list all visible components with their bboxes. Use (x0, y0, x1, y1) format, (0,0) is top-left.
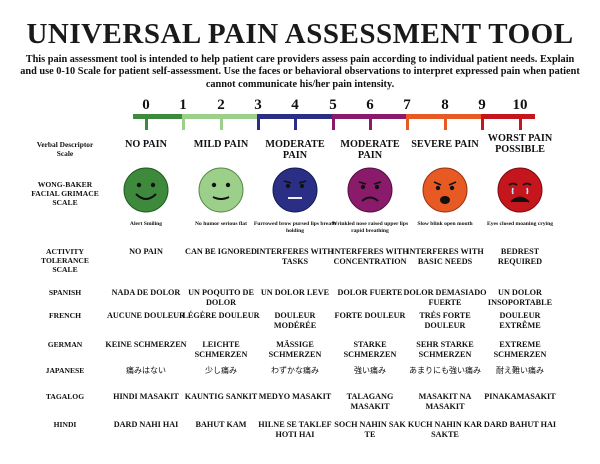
activity-cell: INTERFERES WITH TASKS (256, 247, 334, 266)
scale-tick (294, 114, 297, 130)
activity-cell: BEDREST REQUIRED (497, 247, 543, 266)
scale-number: 7 (403, 97, 411, 113)
furrowed-brow-face-icon (272, 167, 318, 213)
row-label-spanish: SPANISH (48, 288, 82, 297)
scale-tick (519, 114, 522, 130)
activity-cell: INTERFERES WITH BASIC NEEDS (406, 247, 484, 266)
activity-cell: CAN BE IGNORED (185, 247, 257, 256)
spanish-cell: UN DOLOR LEVE (260, 288, 330, 297)
face-description: No humor serious flat (195, 221, 247, 227)
row-label-french: FRENCH (48, 311, 82, 320)
row-label-japanese: JAPANESE (45, 366, 85, 375)
pain-scale-numbers: 0 1 2 3 4 5 6 7 8 9 10 (0, 97, 600, 113)
french-cell: TRÉS FORTE DOULEUR (419, 311, 471, 330)
row-label-activity: ACTIVITY TOLERANCE SCALE (41, 247, 89, 275)
japanese-cell: 耐え難い痛み (496, 366, 544, 375)
tagalog-cell: MASAKIT NA MASAKIT (418, 392, 472, 411)
japanese-cell: 痛みはない (126, 366, 166, 375)
tagalog-cell: MEDYO MASAKIT (258, 392, 332, 401)
scale-number: 3 (254, 97, 262, 113)
scale-number: 2 (217, 97, 225, 113)
hindi-cell: BAHUT KAM (195, 420, 247, 429)
scale-tick (220, 114, 223, 130)
verbal-descriptor: MODERATE PAIN (340, 139, 400, 161)
face-description: Eyes closed moaning crying (486, 221, 554, 227)
french-cell: DOULEUR MODÉRÉE (273, 311, 317, 330)
tagalog-cell: TALAGANG MASAKIT (346, 392, 394, 411)
scale-number: 5 (329, 97, 337, 113)
face-description: Furrowed brow pursed lips breath holding (253, 221, 337, 234)
french-cell: LÉGÈRE DOULEUR (182, 311, 260, 320)
activity-cell: NO PAIN (129, 247, 163, 256)
smiling-face-icon (123, 167, 169, 213)
wrinkled-nose-face-icon (347, 167, 393, 213)
intro-text: This pain assessment tool is intended to… (20, 54, 580, 90)
verbal-descriptor: NO PAIN (125, 139, 167, 150)
spanish-cell: DOLOR FUERTE (337, 288, 403, 297)
face-description: Alert Smiling (129, 221, 163, 227)
scale-tick (444, 114, 447, 130)
scale-tick (332, 114, 335, 130)
scale-number: 1 (179, 97, 187, 113)
verbal-descriptor: MILD PAIN (193, 139, 249, 150)
tagalog-cell: KAUNTIG SANKIT (184, 392, 258, 401)
slow-blink-face-icon (422, 167, 468, 213)
scale-number: 0 (142, 97, 150, 113)
row-label-german: GERMAN (47, 340, 83, 349)
pain-scale-bar (0, 114, 600, 134)
hindi-cell: HILNE SE TAKLEF HOTI HAI (258, 420, 332, 439)
hindi-cell: KUCH NAHIN KAR SAKTE (407, 420, 483, 439)
row-label-hindi: HINDI (53, 420, 77, 429)
scale-tick (182, 114, 185, 130)
japanese-cell: わずかな痛み (271, 366, 319, 375)
page-title: UNIVERSAL PAIN ASSESSMENT TOOL (26, 18, 574, 50)
row-label-tagalog: TAGALOG (45, 392, 85, 401)
scale-number: 6 (366, 97, 374, 113)
french-cell: AUCUNE DOULEUR (106, 311, 185, 320)
german-cell: LEICHTE SCHMERZEN (194, 340, 248, 359)
hindi-cell: SOCH NAHIN SAK TE (334, 420, 406, 439)
scale-number: 8 (441, 97, 449, 113)
row-label-faces: WONG-BAKER FACIAL GRIMACE SCALE (31, 180, 99, 208)
face-description: Wrinkled nose raised upper lips rapid br… (331, 221, 409, 234)
scale-number: 10 (512, 97, 528, 113)
japanese-cell: 強い痛み (354, 366, 386, 375)
scale-number: 9 (478, 97, 486, 113)
japanese-cell: 少し痛み (205, 366, 237, 375)
activity-cell: INTERFERES WITH CONCENTRATION (331, 247, 409, 266)
scale-tick (481, 114, 484, 130)
japanese-cell: あまりにも強い痛み (409, 366, 481, 375)
german-cell: EXTREME SCHMERZEN (493, 340, 547, 359)
french-cell: DOULEUR EXTRÊME (499, 311, 541, 330)
german-cell: KEINE SCHMERZEN (105, 340, 187, 349)
scale-tick (406, 114, 409, 130)
french-cell: FORTE DOULEUR (334, 311, 406, 320)
face-description: Slow blink open mouth (417, 221, 473, 227)
german-cell: MÄSSIGE SCHMERZEN (268, 340, 322, 359)
verbal-descriptor: MODERATE PAIN (265, 139, 325, 161)
hindi-cell: DARD NAHI HAI (113, 420, 179, 429)
scale-tick (145, 114, 148, 130)
spanish-cell: NADA DE DOLOR (111, 288, 181, 297)
verbal-descriptor: WORST PAIN POSSIBLE (487, 133, 553, 155)
german-cell: STARKE SCHMERZEN (343, 340, 397, 359)
scale-tick (369, 114, 372, 130)
scale-tick (257, 114, 260, 130)
tagalog-cell: PINAKAMASAKIT (484, 392, 556, 401)
verbal-descriptor: SEVERE PAIN (411, 139, 479, 150)
german-cell: SEHR STARKE SCHMERZEN (416, 340, 474, 359)
scale-segment-red (482, 114, 535, 119)
hindi-cell: DARD BAHUT HAI (483, 420, 557, 429)
scale-segment-green (133, 114, 183, 119)
spanish-cell: UN DOLOR INSOPORTABLE (487, 288, 553, 307)
scale-number: 4 (291, 97, 299, 113)
row-label-verbal: Verbal Descriptor Scale (36, 140, 94, 159)
crying-face-icon (497, 167, 543, 213)
no-humor-face-icon (198, 167, 244, 213)
spanish-cell: DOLOR DEMASIADO FUERTE (403, 288, 487, 307)
tagalog-cell: HINDI MASAKIT (113, 392, 179, 401)
spanish-cell: UN POQUITO DE DOLOR (188, 288, 254, 307)
